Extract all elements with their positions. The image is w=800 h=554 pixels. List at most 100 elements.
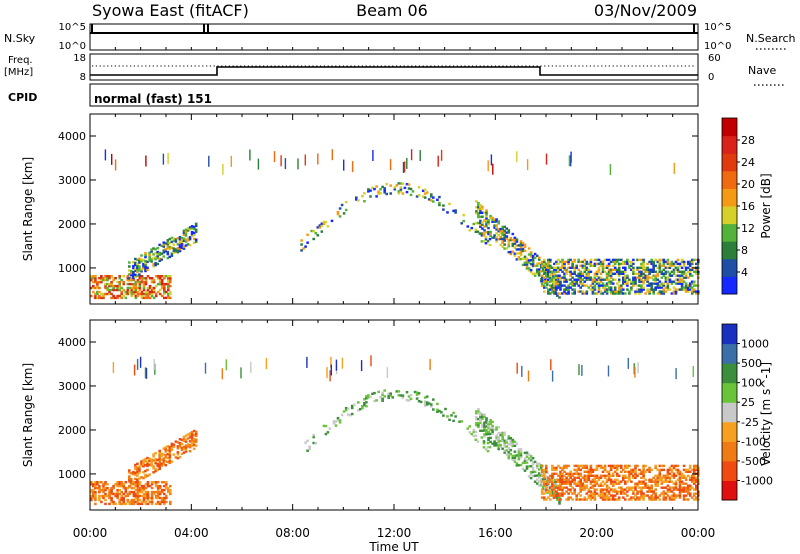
echo-cell [136, 488, 140, 492]
echo-cell [186, 229, 190, 232]
echo-cell [176, 251, 180, 254]
echo-cell [170, 444, 174, 448]
echo-cell [529, 465, 533, 468]
echo-cell [531, 260, 535, 264]
colorbar-tick-label: -1000 [741, 474, 773, 487]
echo-cell [549, 492, 552, 495]
echo-cell [136, 358, 139, 370]
echo-cell [169, 277, 172, 280]
echo-cell [571, 266, 574, 269]
echo-cell [622, 266, 625, 269]
echo-cell [513, 440, 517, 443]
echo-cell [662, 258, 666, 262]
echo-cell [495, 236, 498, 239]
echo-cell [539, 484, 543, 487]
echo-cell [379, 396, 382, 399]
echo-cell [553, 282, 556, 285]
echo-cell [110, 488, 113, 492]
echo-cell [405, 398, 409, 402]
echo-cell [152, 481, 156, 484]
echo-cell [664, 278, 668, 281]
echo-cell [184, 234, 188, 237]
echo-cell [150, 462, 153, 465]
echo-cell [569, 472, 572, 475]
echo-cell [695, 498, 698, 501]
echo-cell [401, 192, 405, 195]
echo-cell [575, 264, 578, 267]
echo-cell [163, 296, 166, 300]
echo-cell [489, 214, 492, 218]
echo-cell [485, 423, 488, 426]
echo-cell [688, 286, 692, 289]
echo-cell [142, 465, 145, 468]
echo-cell [480, 234, 484, 237]
echo-cell [573, 278, 576, 281]
echo-cell [140, 500, 144, 504]
echo-cell [603, 266, 607, 269]
echo-cell [361, 405, 364, 408]
echo-cell [559, 492, 562, 495]
echo-cell [597, 270, 601, 273]
echo-cell [365, 401, 368, 404]
echo-cell [166, 456, 170, 460]
echo-cell [684, 276, 688, 279]
echo-cell [381, 399, 384, 402]
echo-cell [545, 470, 548, 473]
echo-cell [597, 278, 601, 281]
echo-cell [154, 490, 158, 494]
echo-cell [678, 478, 682, 481]
echo-cell [144, 252, 147, 255]
echo-cell [537, 476, 541, 479]
echo-cell [188, 446, 192, 449]
echo-cell [682, 486, 686, 489]
echo-cell [553, 286, 556, 289]
echo-cell [102, 496, 105, 500]
echo-cell [565, 260, 568, 264]
echo-cell [507, 239, 511, 242]
echo-cell [587, 496, 591, 499]
echo-cell [587, 474, 591, 477]
echo-cell [489, 436, 492, 440]
echo-cell [638, 472, 641, 475]
echo-cell [547, 268, 550, 271]
echo-cell [493, 218, 496, 221]
echo-cell [138, 467, 141, 470]
echo-cell [407, 399, 411, 402]
echo-cell [540, 470, 544, 473]
echo-cell [611, 472, 615, 475]
echo-cell [519, 452, 523, 455]
echo-cell [537, 274, 541, 277]
echo-cell [567, 496, 570, 499]
echo-cell [569, 274, 572, 277]
echo-cell [622, 490, 625, 493]
echo-cell [642, 262, 645, 266]
echo-cell [626, 282, 629, 285]
echo-cell [142, 459, 145, 462]
echo-cell [513, 252, 517, 255]
echo-cell [686, 276, 690, 279]
echo-cell [666, 260, 670, 264]
echo-cell [640, 284, 643, 287]
echo-cell [146, 288, 150, 292]
echo-cell [158, 465, 161, 468]
echo-cell [166, 243, 170, 246]
echo-cell [609, 276, 613, 279]
echo-cell [130, 294, 134, 298]
echo-cell [603, 474, 607, 477]
echo-cell [617, 498, 621, 501]
echo-cell [172, 247, 176, 250]
echo-cell [163, 481, 166, 484]
echo-cell [142, 500, 146, 504]
echo-cell [156, 494, 160, 498]
echo-cell [690, 280, 694, 283]
echo-cell [668, 480, 672, 483]
echo-cell [176, 249, 180, 252]
echo-cell [555, 468, 558, 472]
echo-cell [585, 278, 589, 281]
colorbar-swatch [722, 153, 737, 172]
echo-cell [686, 474, 690, 477]
echo-cell [603, 488, 607, 491]
echo-cell [682, 464, 686, 468]
echo-cell [527, 475, 531, 478]
